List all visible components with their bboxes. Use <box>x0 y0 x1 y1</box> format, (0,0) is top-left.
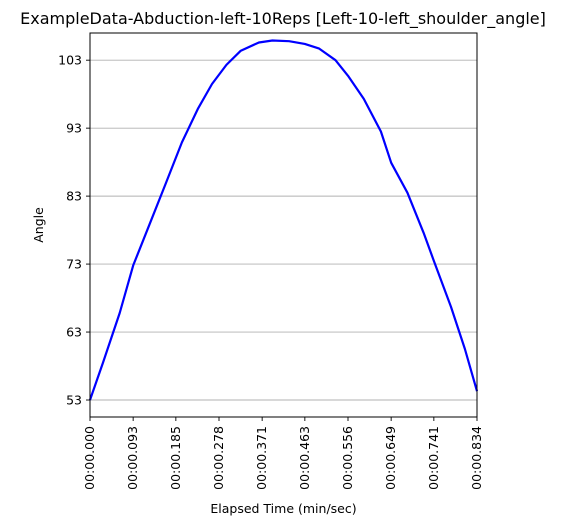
x-axis-ticks: 00:00.000 00:00.093 00:00.185 00:00.278 00:0… <box>82 417 484 490</box>
plot-area <box>88 39 479 401</box>
plot-frame <box>89 32 478 418</box>
y-gridlines <box>90 59 477 401</box>
x-tick-label: 00:00.371 <box>254 426 269 490</box>
x-tick-label: 00:00.741 <box>426 426 441 490</box>
y-tick-label: 53 <box>66 393 82 408</box>
x-tick-label: 00:00.185 <box>168 426 183 490</box>
y-tick-label: 63 <box>66 325 82 340</box>
series-line <box>88 39 479 401</box>
y-axis-label: Angle <box>31 207 46 243</box>
y-tick-label: 73 <box>66 257 82 272</box>
chart-title: ExampleData-Abduction-left-10Reps [Left-… <box>20 9 546 29</box>
x-tick-label: 00:00.649 <box>383 426 398 490</box>
x-tick-label: 00:00.278 <box>211 426 226 490</box>
x-tick-label: 00:00.000 <box>82 426 97 490</box>
x-tick-label: 00:00.463 <box>297 426 312 490</box>
x-axis-label: Elapsed Time (min/sec) <box>210 501 356 516</box>
y-tick-label: 83 <box>66 189 82 204</box>
y-tick-label: 93 <box>66 121 82 136</box>
x-tick-label: 00:00.834 <box>469 426 484 490</box>
x-tick-label: 00:00.093 <box>125 426 140 490</box>
y-tick-label: 103 <box>58 53 82 68</box>
y-axis-ticks: 53 63 73 83 93 103 <box>58 53 90 408</box>
x-tick-label: 00:00.556 <box>340 426 355 490</box>
